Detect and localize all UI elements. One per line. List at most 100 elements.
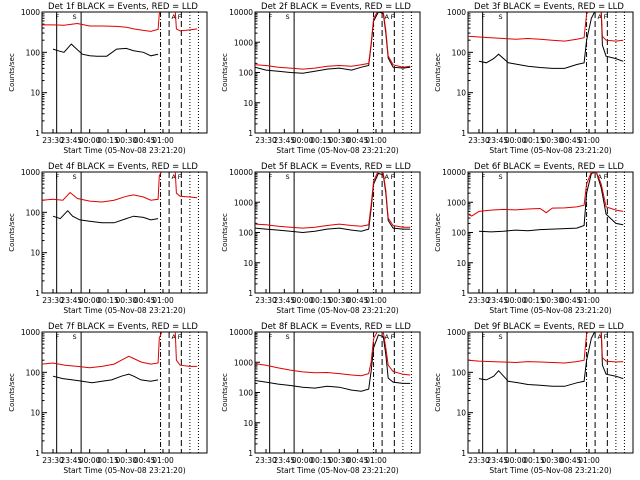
panel-title: Det 1f BLACK = Events, RED = LLD xyxy=(48,2,198,12)
x-tick-label: 00:15 xyxy=(310,456,332,465)
lld-series-line xyxy=(255,172,411,229)
y-axis-label: Counts/sec xyxy=(221,373,229,412)
marker-letter: A xyxy=(598,13,603,21)
marker-letter: A xyxy=(385,13,390,21)
x-tick-label: 00:30 xyxy=(116,296,138,305)
y-tick-label: 100 xyxy=(452,229,467,238)
x-tick-label: 00:30 xyxy=(542,296,564,305)
detector-panel-7: Det 7f BLACK = Events, RED = LLD 1 10 100 10… xyxy=(8,322,208,475)
plot-frame xyxy=(467,11,634,134)
events-series-line xyxy=(52,43,159,57)
marker-letter: F xyxy=(178,13,182,21)
x-tick-label: 00:15 xyxy=(523,296,545,305)
marker-letter: F xyxy=(55,13,59,21)
x-tick-label: 23:30 xyxy=(255,136,277,145)
x-tick-label: 00:15 xyxy=(97,456,119,465)
x-tick-label: 23:45 xyxy=(61,136,83,145)
y-axis-label: Counts/sec xyxy=(221,213,229,252)
x-tick-label: 00:00 xyxy=(79,136,101,145)
x-tick-label: 01:00 xyxy=(578,136,600,145)
x-tick-label: 01:00 xyxy=(578,456,600,465)
marker-letter: F xyxy=(481,13,485,21)
y-tick-label: 10000 xyxy=(229,8,253,17)
marker-letter: F xyxy=(391,13,395,21)
x-tick-label: 23:30 xyxy=(42,456,64,465)
x-tick-label: 23:30 xyxy=(468,296,490,305)
marker-letter: F xyxy=(268,173,272,181)
y-tick-label: 10 xyxy=(456,259,466,268)
x-tick-label: 00:45 xyxy=(560,296,582,305)
x-axis-label: Start Time (05-Nov-08 23:21:20) xyxy=(276,146,398,155)
y-tick-label: 100 xyxy=(239,229,254,238)
x-tick-label: 00:45 xyxy=(134,456,156,465)
x-tick-label: 00:00 xyxy=(79,456,101,465)
events-series-line xyxy=(478,172,624,233)
x-tick-label: 00:00 xyxy=(505,296,527,305)
x-tick-label: 01:00 xyxy=(152,456,174,465)
plot-frame xyxy=(467,331,634,454)
x-tick-label: 23:45 xyxy=(61,296,83,305)
y-axis-label: Counts/sec xyxy=(434,213,442,252)
x-tick-label: 00:30 xyxy=(329,296,351,305)
marker-letter: A xyxy=(172,333,177,341)
x-tick-label: 00:30 xyxy=(329,456,351,465)
x-tick-label: 01:00 xyxy=(578,296,600,305)
x-tick-label: 00:30 xyxy=(542,136,564,145)
marker-letter: S xyxy=(286,173,290,181)
y-axis-label: Counts/sec xyxy=(434,53,442,92)
y-tick-label: 1 xyxy=(35,449,40,458)
y-tick-label: 10000 xyxy=(229,168,253,177)
x-axis-label: Start Time (05-Nov-08 23:21:20) xyxy=(276,306,398,315)
y-tick-label: 10 xyxy=(456,409,466,418)
y-tick-label: 1 xyxy=(35,129,40,138)
x-tick-label: 01:00 xyxy=(365,296,387,305)
marker-letter: S xyxy=(286,333,290,341)
marker-letter: S xyxy=(499,333,503,341)
x-tick-label: 00:45 xyxy=(347,296,369,305)
x-tick-label: 23:30 xyxy=(42,136,64,145)
y-tick-label: 100 xyxy=(452,368,467,377)
y-tick-label: 1000 xyxy=(234,38,253,47)
y-tick-label: 10 xyxy=(243,259,253,268)
y-tick-label: 10000 xyxy=(442,168,466,177)
x-tick-label: 23:30 xyxy=(468,136,490,145)
marker-letter: A xyxy=(598,333,603,341)
plot-frame xyxy=(41,331,208,454)
y-tick-label: 1 xyxy=(248,289,253,298)
marker-letter: F xyxy=(55,173,59,181)
x-tick-label: 00:45 xyxy=(134,296,156,305)
panel-title: Det 9f BLACK = Events, RED = LLD xyxy=(474,322,624,332)
x-tick-label: 23:45 xyxy=(487,456,509,465)
x-tick-label: 23:30 xyxy=(468,456,490,465)
plot-frame xyxy=(254,171,421,294)
marker-letter: S xyxy=(73,13,77,21)
detector-panel-4: Det 4f BLACK = Events, RED = LLD 1 10 100 10… xyxy=(8,162,208,315)
x-tick-label: 23:45 xyxy=(274,296,296,305)
x-tick-label: 23:30 xyxy=(255,296,277,305)
marker-letter: A xyxy=(385,333,390,341)
x-tick-label: 00:15 xyxy=(523,136,545,145)
y-axis-label: Counts/sec xyxy=(8,373,16,412)
plot-frame xyxy=(41,11,208,134)
x-tick-label: 00:15 xyxy=(97,296,119,305)
x-tick-label: 23:30 xyxy=(255,456,277,465)
y-tick-label: 1 xyxy=(461,289,466,298)
y-tick-label: 1 xyxy=(248,449,253,458)
x-tick-label: 00:30 xyxy=(116,136,138,145)
marker-letter: F xyxy=(268,13,272,21)
y-tick-label: 10 xyxy=(243,419,253,428)
x-tick-label: 00:00 xyxy=(505,136,527,145)
x-axis-label: Start Time (05-Nov-08 23:21:20) xyxy=(489,466,611,475)
y-tick-label: 1000 xyxy=(234,198,253,207)
y-tick-label: 10 xyxy=(30,249,40,258)
y-tick-label: 1 xyxy=(461,449,466,458)
x-axis-label: Start Time (05-Nov-08 23:21:20) xyxy=(63,466,185,475)
x-tick-label: 00:15 xyxy=(97,136,119,145)
x-axis-label: Start Time (05-Nov-08 23:21:20) xyxy=(276,466,398,475)
x-tick-label: 00:00 xyxy=(292,456,314,465)
detector-panel-9: Det 9f BLACK = Events, RED = LLD 1 10 100 10… xyxy=(434,322,634,475)
lld-series-line xyxy=(255,332,411,377)
marker-letter: F xyxy=(481,173,485,181)
y-tick-label: 10 xyxy=(30,89,40,98)
